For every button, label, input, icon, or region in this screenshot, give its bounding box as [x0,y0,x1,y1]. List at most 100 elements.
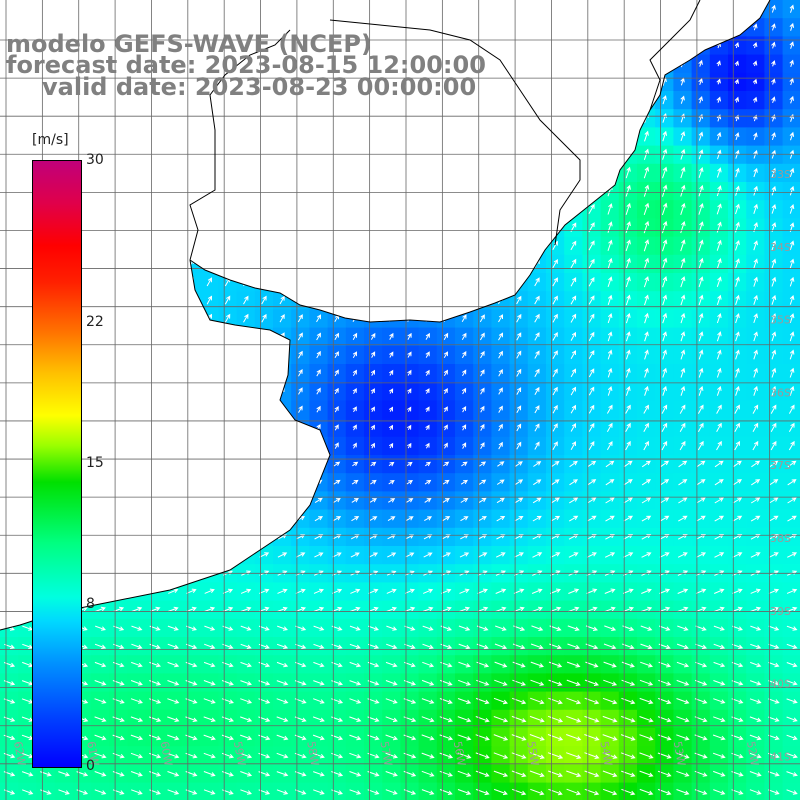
wind-arrow [552,295,558,305]
wind-arrow [314,516,324,522]
wind-arrow [770,404,777,414]
wind-arrow [552,331,558,341]
wind-arrow [334,442,339,449]
wind-arrow [623,479,633,486]
wind-arrow [407,369,412,376]
wind-arrow [334,387,339,395]
wind-arrow [771,96,776,104]
wind-arrow [493,734,509,741]
wind-arrow [603,643,617,650]
wind-arrow [695,588,707,594]
wind-arrow [130,734,144,741]
wind-arrow [94,698,107,704]
wind-arrow [735,331,740,342]
wind-arrow [130,698,143,704]
wind-arrow [203,734,216,741]
wind-arrow [570,313,577,323]
wind-arrow [698,385,704,396]
wind-arrow [94,661,107,668]
longitude-label: 61W [84,740,101,767]
wind-arrow [313,698,325,704]
wind-arrow [607,276,613,288]
wind-arrow [421,770,435,777]
wind-arrow [735,149,740,159]
wind-arrow [787,552,798,558]
wind-arrow [786,716,798,722]
wind-arrow [603,679,618,686]
wind-arrow [716,78,721,85]
wind-arrow [735,276,740,287]
wind-arrow [94,716,107,722]
wind-arrow [480,350,485,359]
wind-arrow [277,625,288,631]
wind-arrow [22,789,34,795]
wind-arrow [678,460,688,468]
wind-arrow [443,424,448,431]
wind-arrow [497,461,505,467]
wind-arrow [750,625,762,631]
wind-arrow [422,643,434,650]
wind-arrow [204,643,216,650]
wind-arrow [607,257,613,270]
wind-arrow [752,60,758,67]
wind-arrow [753,349,758,360]
wind-arrow [716,203,722,215]
wind-arrow [422,625,434,631]
wind-arrow [552,277,558,287]
wind-arrow [607,349,613,360]
wind-arrow [697,440,704,451]
wind-arrow [569,497,579,504]
wind-arrow [604,588,616,594]
wind-arrow [752,42,758,49]
wind-arrow [349,789,362,795]
wind-arrow [406,480,413,485]
wind-arrow [570,441,577,451]
wind-arrow [443,369,448,376]
wind-arrow [713,789,726,795]
wind-arrow [621,679,636,686]
wind-arrow [240,680,252,686]
wind-arrow [680,166,686,179]
wind-arrow [406,461,413,467]
wind-arrow [349,698,362,704]
wind-arrow [639,697,654,705]
wind-arrow [475,770,490,777]
wind-arrow [534,386,540,396]
wind-arrow [789,131,795,141]
wind-arrow [240,643,252,649]
wind-arrow [749,698,762,704]
wind-arrow [531,625,544,631]
wind-arrow [607,313,613,324]
wind-arrow [698,331,704,342]
wind-arrow [714,588,725,594]
wind-arrow [602,697,618,705]
wind-arrow [716,385,722,396]
longitude-label: 58W [304,740,321,767]
wind-arrow [771,78,776,85]
wind-arrow [662,294,668,306]
wind-arrow [643,239,650,252]
wind-arrow [735,312,740,324]
wind-arrow [789,22,795,31]
wind-arrow [385,661,398,668]
wind-arrow [240,588,252,594]
wind-arrow [662,95,667,105]
wind-arrow [788,404,795,414]
wind-arrow [498,332,504,341]
wind-arrow [334,405,339,413]
wind-arrow [751,460,761,468]
wind-arrow [753,294,758,305]
wind-arrow [240,771,253,777]
wind-arrow [677,552,688,558]
wind-arrow [3,734,16,741]
wind-arrow [680,184,686,197]
wind-arrow [203,771,216,777]
wind-arrow [493,788,508,796]
wind-arrow [479,332,485,341]
wind-arrow [749,789,762,795]
wind-arrow [388,461,395,467]
wind-arrow [529,770,545,778]
wind-arrow [475,788,490,796]
wind-arrow [385,789,398,795]
wind-arrow [568,588,580,594]
